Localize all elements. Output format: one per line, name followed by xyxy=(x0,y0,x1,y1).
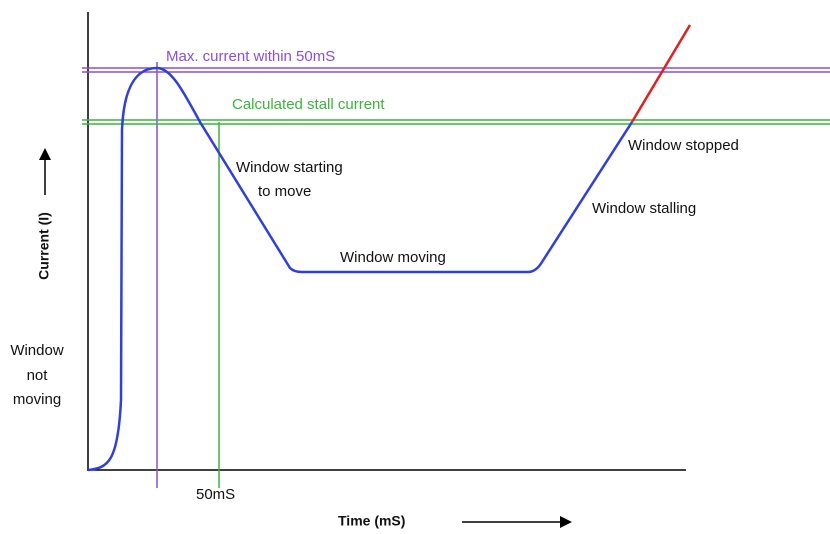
phase-label: Window xyxy=(10,342,64,359)
phase-label: not xyxy=(27,367,49,384)
current-curve xyxy=(87,66,634,472)
y-arrow-head xyxy=(39,148,51,160)
stopped-curve xyxy=(630,24,692,123)
y-axis-label: Current (I) xyxy=(36,212,52,280)
phase-label: to move xyxy=(258,183,311,200)
phase-label: Window moving xyxy=(340,249,446,266)
phase-label: Window starting xyxy=(236,159,343,176)
max-current-label: Max. current within 50mS xyxy=(166,48,335,65)
phase-label: moving xyxy=(13,391,61,408)
x-arrow-head xyxy=(560,516,572,528)
phase-label: Window stopped xyxy=(628,137,739,154)
phase-label: Window stalling xyxy=(592,200,696,217)
time-marker-label: 50mS xyxy=(196,486,235,503)
x-axis-label: Time (mS) xyxy=(338,513,405,529)
stall-current-label: Calculated stall current xyxy=(232,96,385,113)
